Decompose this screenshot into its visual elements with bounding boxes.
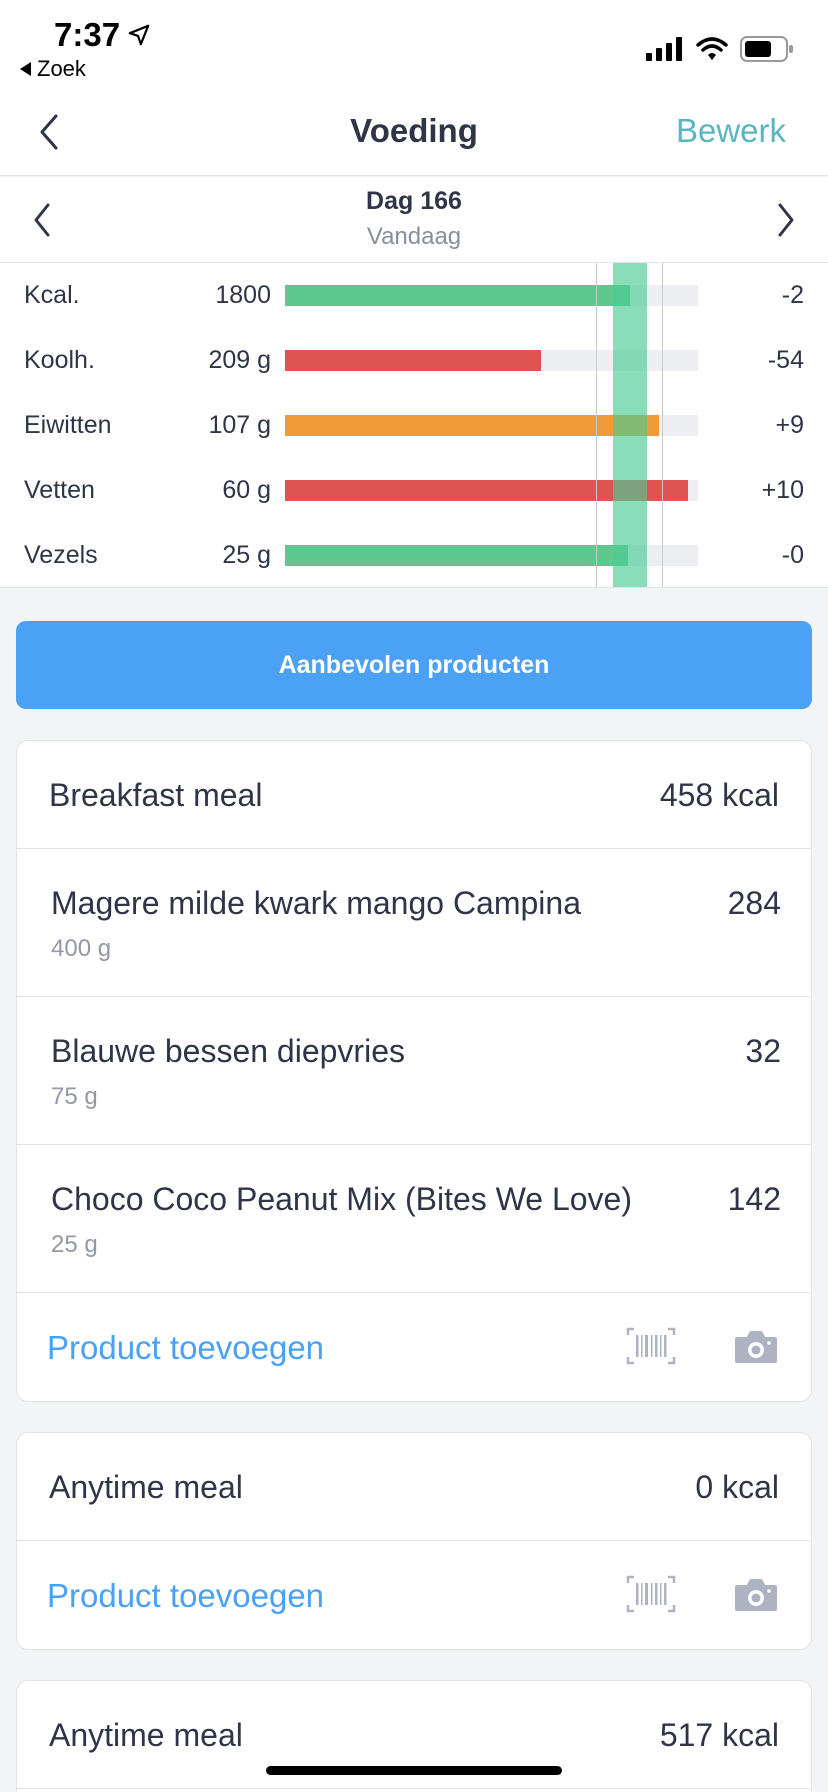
macro-amount: 25 g: [222, 541, 271, 569]
macro-row-carbs: Koolh. 209 g -54: [0, 328, 828, 393]
camera-icon[interactable]: [733, 1575, 779, 1613]
recommended-products-button[interactable]: Aanbevolen producten: [16, 621, 812, 709]
macro-progress-track: [285, 480, 698, 501]
home-indicator[interactable]: [266, 1766, 562, 1775]
status-time-label: 7:37: [54, 16, 121, 53]
macro-progress-fill: [285, 545, 628, 566]
macro-row-fat: Vetten 60 g +10: [0, 458, 828, 523]
meal-title: Breakfast meal: [49, 777, 263, 813]
macro-progress-fill: [285, 285, 630, 306]
item-quantity: 75 g: [51, 1083, 98, 1110]
camera-icon[interactable]: [733, 1327, 779, 1365]
add-product-row: Product toevoegen: [17, 1293, 811, 1401]
target-range-upper-line: [662, 263, 663, 587]
edit-button[interactable]: Bewerk: [675, 112, 786, 149]
meal-title: Anytime meal: [49, 1717, 243, 1753]
macro-amount: 1800: [215, 281, 271, 309]
macro-progress-track: [285, 285, 698, 306]
meal-card-anytime: Anytime meal 0 kcal Product toevoegen: [16, 1432, 812, 1650]
back-to-app-link[interactable]: Zoek: [20, 56, 86, 82]
macro-difference: +9: [775, 411, 804, 439]
day-title: Dag 166: [366, 187, 462, 215]
item-kcal: 284: [727, 885, 781, 921]
meal-card-breakfast: Breakfast meal 458 kcal Magere milde kwa…: [16, 740, 812, 1402]
status-time: 7:37: [54, 16, 150, 54]
cellular-signal-icon: [646, 37, 682, 61]
page-title: Voeding: [350, 112, 478, 149]
meal-kcal: 0 kcal: [695, 1469, 779, 1505]
meal-header[interactable]: Breakfast meal 458 kcal: [17, 741, 811, 849]
location-arrow-icon: [128, 24, 150, 46]
macro-name: Eiwitten: [24, 411, 112, 439]
macro-amount: 209 g: [208, 346, 271, 374]
macro-name: Koolh.: [24, 346, 95, 374]
next-day-chevron-icon[interactable]: [770, 201, 800, 239]
macro-progress-track: [285, 350, 698, 371]
macro-difference: -2: [781, 281, 804, 309]
item-kcal: 32: [745, 1033, 781, 1069]
macro-amount: 60 g: [222, 476, 271, 504]
meal-kcal: 458 kcal: [659, 777, 779, 813]
back-triangle-icon: [20, 62, 31, 76]
meal-item[interactable]: Blauwe bessen diepvries 75 g 32: [17, 997, 811, 1145]
macro-difference: -0: [781, 541, 804, 569]
target-range-lower-line: [596, 263, 597, 587]
macro-summary: Kcal. 1800 -2 Koolh. 209 g -54 Eiwitten …: [0, 263, 828, 588]
macro-progress-fill: [285, 350, 542, 371]
macro-amount: 107 g: [208, 411, 271, 439]
macro-difference: +10: [761, 476, 804, 504]
status-bar: 7:37 Zoek: [0, 0, 828, 88]
meal-header[interactable]: Anytime meal 517 kcal: [17, 1681, 811, 1789]
navigation-bar: Voeding Bewerk: [0, 88, 828, 176]
battery-icon: [740, 36, 793, 62]
macro-name: Kcal.: [24, 281, 80, 309]
macro-progress-track: [285, 415, 698, 436]
macro-difference: -54: [767, 346, 804, 374]
macro-progress-track: [285, 545, 698, 566]
barcode-icon[interactable]: [626, 1327, 676, 1365]
meal-title: Anytime meal: [49, 1469, 243, 1505]
macro-name: Vetten: [24, 476, 95, 504]
macro-row-fiber: Vezels 25 g -0: [0, 523, 828, 587]
item-quantity: 25 g: [51, 1231, 98, 1258]
macro-row-kcal: Kcal. 1800 -2: [0, 263, 828, 328]
add-product-link[interactable]: Product toevoegen: [47, 1329, 325, 1366]
wifi-icon: [696, 37, 728, 60]
day-selector: Dag 166 Vandaag: [0, 177, 828, 263]
macro-row-protein: Eiwitten 107 g +9: [0, 393, 828, 458]
macro-progress-fill: [285, 480, 688, 501]
meal-item[interactable]: Choco Coco Peanut Mix (Bites We Love) 25…: [17, 1145, 811, 1293]
item-name: Magere milde kwark mango Campina: [51, 885, 581, 921]
meal-header[interactable]: Anytime meal 0 kcal: [17, 1433, 811, 1541]
barcode-icon[interactable]: [626, 1575, 676, 1613]
item-kcal: 142: [727, 1181, 781, 1217]
target-range-band: [613, 263, 647, 587]
meal-kcal: 517 kcal: [659, 1717, 779, 1753]
add-product-link[interactable]: Product toevoegen: [47, 1577, 325, 1614]
macro-name: Vezels: [24, 541, 98, 569]
meal-card-anytime-2: Anytime meal 517 kcal: [16, 1680, 812, 1792]
item-name: Blauwe bessen diepvries: [51, 1033, 405, 1069]
macro-progress-fill: [285, 415, 659, 436]
status-indicators: [646, 36, 794, 62]
day-subtitle: Vandaag: [366, 223, 462, 250]
back-chevron-icon[interactable]: [34, 112, 68, 152]
meal-item[interactable]: Magere milde kwark mango Campina 400 g 2…: [17, 849, 811, 997]
add-product-row: Product toevoegen: [17, 1541, 811, 1649]
item-name: Choco Coco Peanut Mix (Bites We Love): [51, 1181, 632, 1217]
item-quantity: 400 g: [51, 935, 112, 962]
previous-day-chevron-icon[interactable]: [28, 201, 58, 239]
back-to-app-label: Zoek: [37, 56, 86, 81]
